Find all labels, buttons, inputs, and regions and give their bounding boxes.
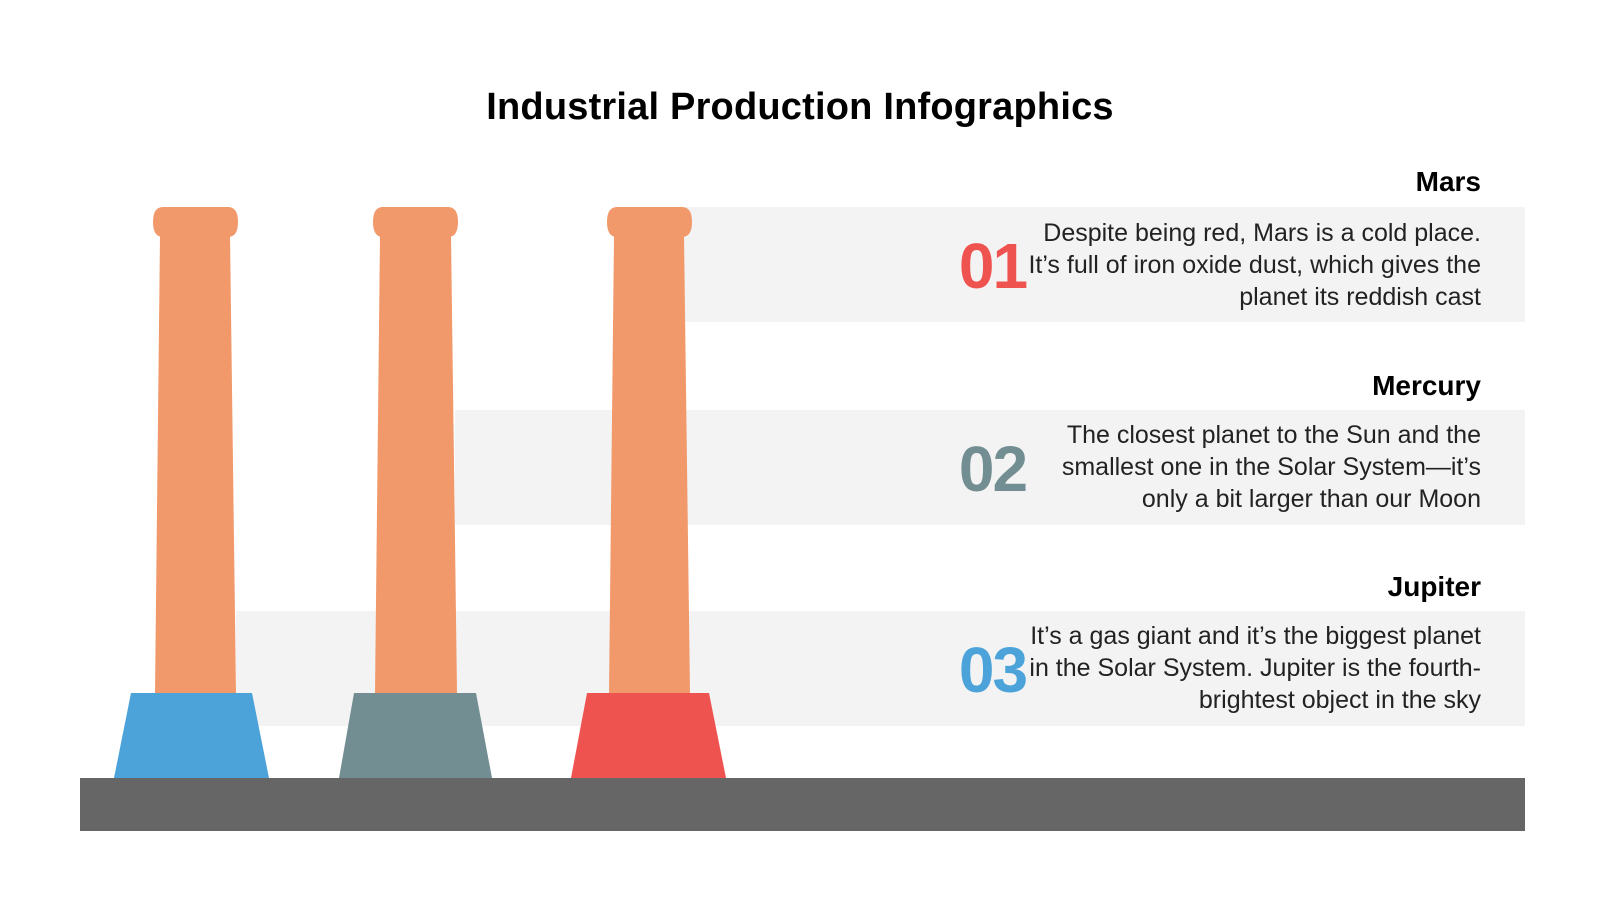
item-heading-jupiter: Jupiter <box>1387 571 1481 602</box>
item-number-03: 03 <box>958 634 1028 706</box>
item-heading-mercury: Mercury <box>1372 370 1481 401</box>
chimney-1-base[interactable] <box>114 693 269 778</box>
page-title: Industrial Production Infographics <box>486 86 1114 128</box>
item-number-01: 01 <box>958 230 1028 302</box>
chimney-2-stack <box>375 235 457 693</box>
chimney-3-base[interactable] <box>571 693 726 778</box>
chimney-3-stack <box>609 235 690 693</box>
item-text-mars: Despite being red, Mars is a cold place.… <box>1028 219 1481 311</box>
chimney-3-cap <box>607 207 692 237</box>
ground-bar <box>80 778 1525 831</box>
item-heading-mars: Mars <box>1415 166 1481 197</box>
chimney-1 <box>114 207 269 778</box>
item-number-02: 02 <box>958 433 1028 505</box>
chimney-1-cap <box>153 207 238 237</box>
chimney-2-cap <box>373 207 458 237</box>
chimney-2 <box>339 207 492 778</box>
item-text-jupiter: It’s a gas giant and it’s the biggest pl… <box>1029 622 1481 714</box>
chimney-2-base[interactable] <box>339 693 492 778</box>
chimney-1-stack <box>155 235 236 693</box>
item-band-1 <box>681 207 1525 322</box>
item-text-mercury: The closest planet to the Sun and the sm… <box>1061 421 1481 513</box>
chimney-3 <box>571 207 726 778</box>
